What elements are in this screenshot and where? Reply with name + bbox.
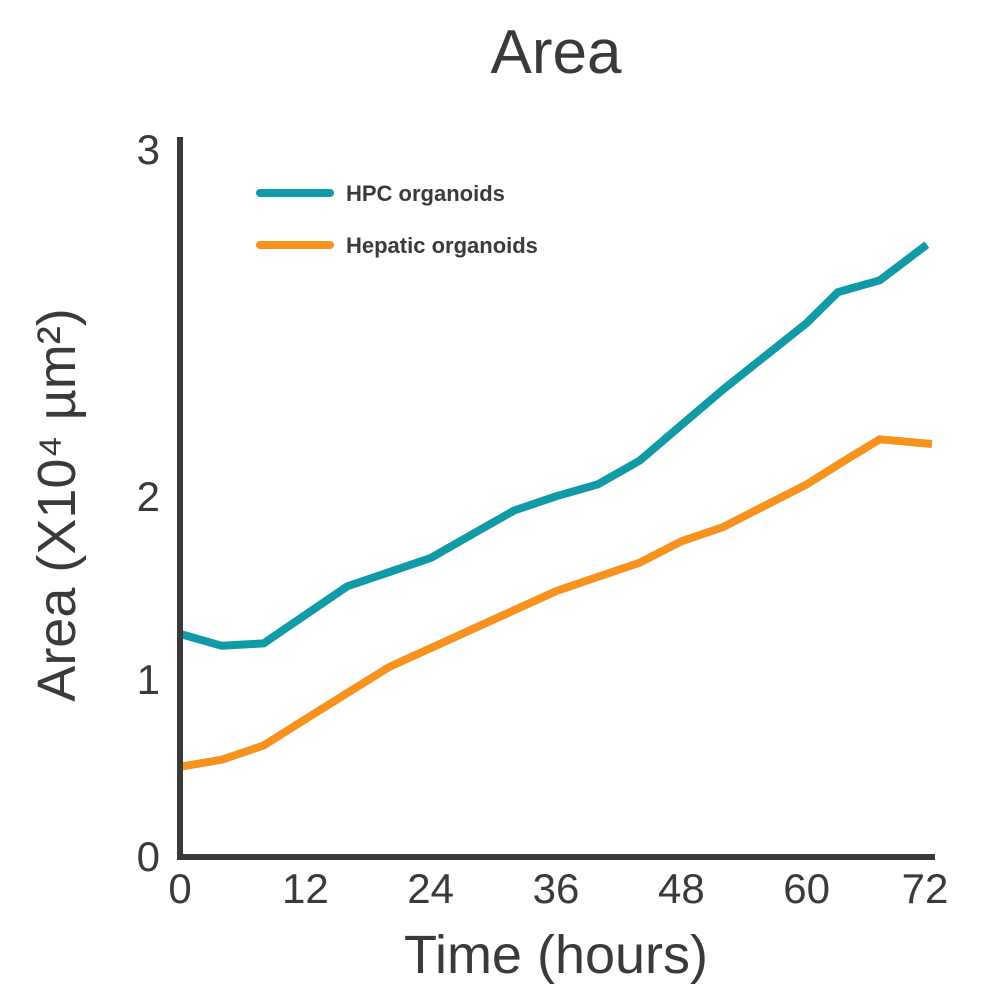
x-tick-label: 36 bbox=[533, 865, 580, 912]
y-tick-label: 1 bbox=[137, 656, 160, 703]
y-tick-label: 3 bbox=[137, 126, 160, 173]
x-tick-label: 0 bbox=[168, 865, 191, 912]
x-tick-label: 12 bbox=[282, 865, 329, 912]
series-lines bbox=[178, 241, 933, 771]
legend-label: HPC organoids bbox=[346, 181, 505, 206]
x-tick-label: 60 bbox=[783, 865, 830, 912]
legend-label: Hepatic organoids bbox=[346, 233, 538, 258]
y-axis-ticks: 0 1 2 3 bbox=[137, 126, 160, 880]
y-tick-label: 2 bbox=[137, 473, 160, 520]
y-tick-label: 0 bbox=[137, 833, 160, 880]
series-line-hpc-organoids bbox=[178, 241, 930, 650]
legend: HPC organoids Hepatic organoids bbox=[256, 181, 538, 258]
x-axis-ticks: 0 12 24 36 48 60 72 bbox=[168, 865, 948, 912]
x-tick-label: 72 bbox=[902, 865, 949, 912]
x-tick-label: 24 bbox=[407, 865, 454, 912]
y-axis-label: Area (X10⁴ µm²) bbox=[27, 308, 87, 701]
x-tick-label: 48 bbox=[658, 865, 705, 912]
chart-title: Area bbox=[491, 18, 622, 87]
x-axis-label: Time (hours) bbox=[404, 925, 708, 985]
series-line-hepatic-organoids bbox=[179, 435, 933, 771]
